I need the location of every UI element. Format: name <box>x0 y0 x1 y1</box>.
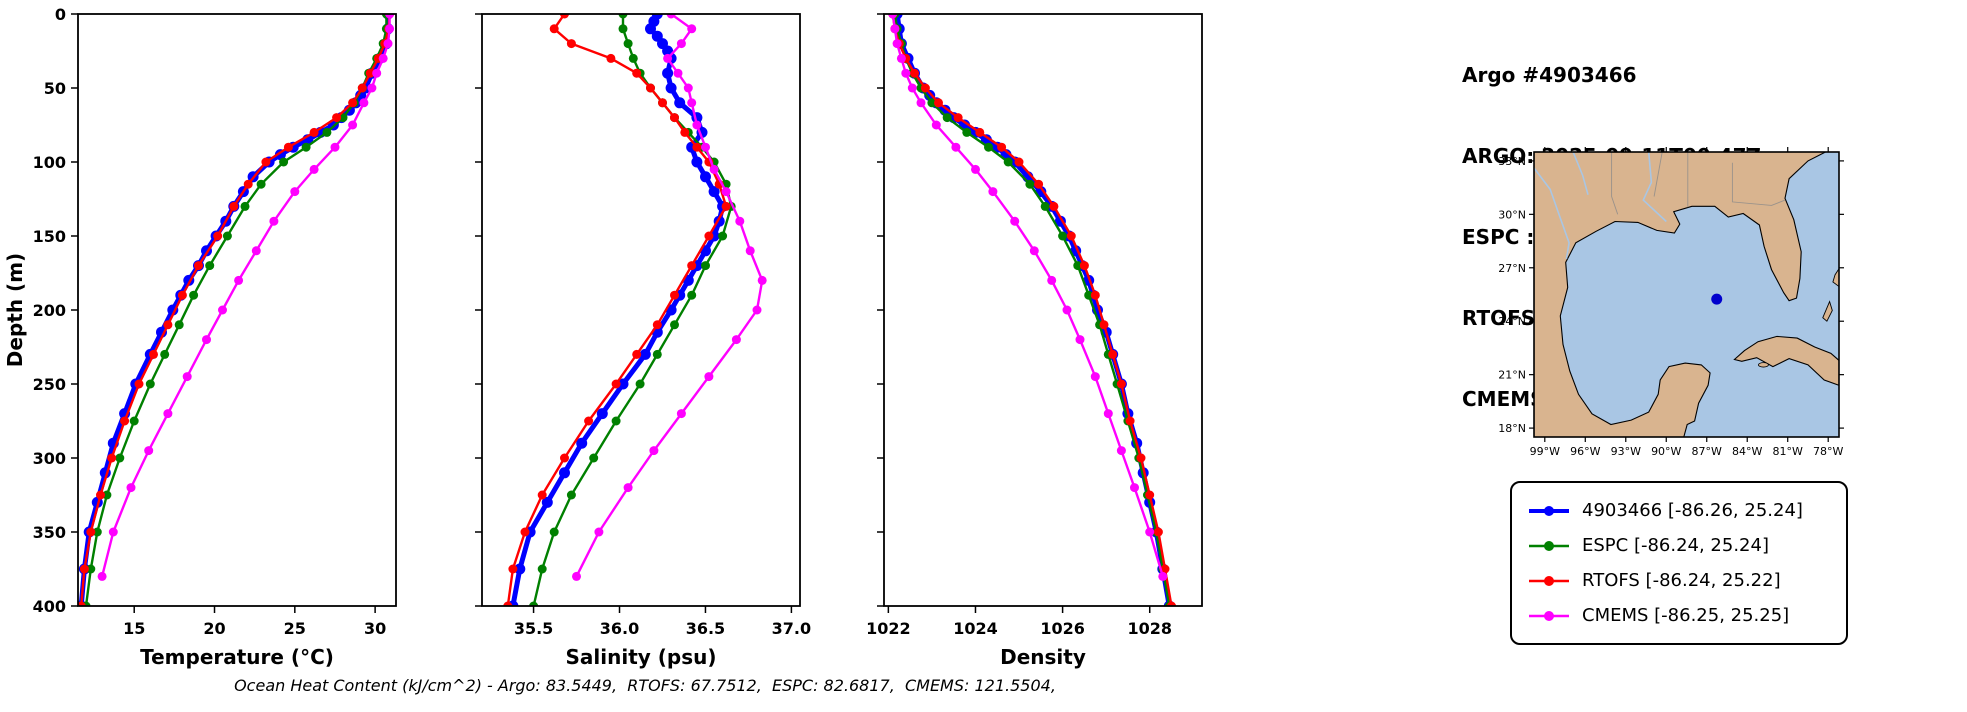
svg-text:87°W: 87°W <box>1692 445 1722 458</box>
svg-text:30°N: 30°N <box>1498 208 1526 221</box>
svg-text:1026: 1026 <box>1040 619 1085 638</box>
svg-text:1024: 1024 <box>953 619 998 638</box>
figure-title: Argo #4903466 <box>1462 63 1637 87</box>
svg-text:Salinity (psu): Salinity (psu) <box>565 645 716 669</box>
svg-text:81°W: 81°W <box>1773 445 1803 458</box>
svg-text:300: 300 <box>33 449 66 468</box>
float-position-dot <box>1711 293 1723 305</box>
svg-text:36.5: 36.5 <box>686 619 725 638</box>
svg-text:1028: 1028 <box>1127 619 1172 638</box>
legend-label-cmems: CMEMS [-86.25, 25.25] <box>1582 605 1790 626</box>
svg-text:Temperature (°C): Temperature (°C) <box>140 645 334 669</box>
svg-text:90°W: 90°W <box>1651 445 1681 458</box>
svg-text:36.0: 36.0 <box>600 619 639 638</box>
legend-marker-icon <box>1529 575 1569 586</box>
svg-text:35.5: 35.5 <box>514 619 553 638</box>
legend-marker-icon <box>1529 505 1569 516</box>
svg-text:50: 50 <box>44 79 66 98</box>
svg-text:33°N: 33°N <box>1498 155 1526 168</box>
legend-item-rtofs: RTOFS [-86.24, 25.22] <box>1512 563 1846 598</box>
svg-text:150: 150 <box>33 227 66 246</box>
map-container: 33°N 30°N 27°N 24°N 21°N 18°N 99°W 96°W 93°W 90°W… <box>1488 144 1893 470</box>
svg-text:37.0: 37.0 <box>772 619 811 638</box>
legend-marker-icon <box>1529 610 1569 621</box>
svg-text:30: 30 <box>364 619 386 638</box>
legend-label-rtofs: RTOFS [-86.24, 25.22] <box>1582 570 1781 591</box>
svg-text:24°N: 24°N <box>1498 315 1526 328</box>
legend-label-argo: 4903466 [-86.26, 25.24] <box>1582 500 1803 521</box>
gulf-map: 33°N 30°N 27°N 24°N 21°N 18°N 99°W 96°W 93°W 90°W… <box>1498 147 1844 458</box>
svg-text:27°N: 27°N <box>1498 262 1526 275</box>
svg-text:1022: 1022 <box>866 619 911 638</box>
svg-text:78°W: 78°W <box>1813 445 1843 458</box>
svg-text:21°N: 21°N <box>1498 369 1526 382</box>
legend: 4903466 [-86.26, 25.24] ESPC [-86.24, 25… <box>1510 481 1848 645</box>
svg-text:100: 100 <box>33 153 66 172</box>
legend-item-cmems: CMEMS [-86.25, 25.25] <box>1512 598 1846 633</box>
legend-marker-icon <box>1529 540 1569 551</box>
svg-text:400: 400 <box>33 597 66 616</box>
legend-item-argo: 4903466 [-86.26, 25.24] <box>1512 493 1846 528</box>
svg-text:Density: Density <box>1000 645 1086 669</box>
svg-text:99°W: 99°W <box>1530 445 1560 458</box>
svg-text:200: 200 <box>33 301 66 320</box>
svg-text:350: 350 <box>33 523 66 542</box>
ohc-caption: Ocean Heat Content (kJ/cm^2) - Argo: 83.… <box>234 676 1056 695</box>
svg-text:84°W: 84°W <box>1732 445 1762 458</box>
svg-text:25: 25 <box>284 619 306 638</box>
svg-text:96°W: 96°W <box>1570 445 1600 458</box>
svg-text:Depth (m): Depth (m) <box>3 253 27 367</box>
svg-text:18°N: 18°N <box>1498 422 1526 435</box>
svg-text:0: 0 <box>55 5 66 24</box>
legend-label-espc: ESPC [-86.24, 25.24] <box>1582 535 1769 556</box>
svg-text:93°W: 93°W <box>1611 445 1641 458</box>
svg-text:20: 20 <box>203 619 225 638</box>
svg-text:250: 250 <box>33 375 66 394</box>
legend-item-espc: ESPC [-86.24, 25.24] <box>1512 528 1846 563</box>
profile-plots: 15 20 25 30050100150200250300350400Temperat… <box>3 5 1203 669</box>
svg-text:15: 15 <box>123 619 145 638</box>
